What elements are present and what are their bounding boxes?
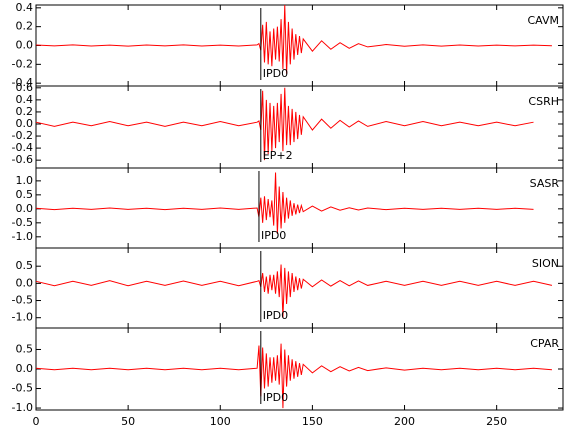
y-tick-label: -1.0: [12, 401, 33, 414]
y-tick-label: 0.5: [16, 188, 34, 201]
x-tick-label: 0: [33, 415, 40, 428]
x-tick-label: 50: [121, 415, 135, 428]
y-tick-label: 0.4: [16, 93, 34, 106]
trace: [35, 172, 534, 235]
trace: [35, 264, 553, 318]
station-name: CSRH: [528, 95, 559, 108]
y-tick-label: 0.6: [16, 81, 34, 94]
trace: [35, 87, 534, 161]
pick-label: IPD0: [263, 391, 288, 404]
y-tick-label: -1.0: [12, 230, 33, 243]
y-tick-label: -0.6: [12, 153, 33, 166]
y-tick-label: -0.2: [12, 129, 33, 142]
pick-label: IPD0: [263, 67, 288, 80]
y-tick-label: 1.0: [16, 174, 34, 187]
y-tick-label: 0.5: [16, 259, 34, 272]
y-tick-label: 0.2: [16, 20, 34, 33]
pick-label: IPD0: [263, 309, 288, 322]
y-tick-label: 0.0: [16, 362, 34, 375]
trace: [35, 343, 552, 409]
y-tick-label: 0.0: [16, 202, 34, 215]
pick-label: IPD0: [261, 229, 286, 242]
y-tick-label: -0.2: [12, 57, 33, 70]
x-tick-label: 150: [302, 415, 323, 428]
panel-frame: [35, 85, 564, 169]
x-tick-label: 250: [486, 415, 507, 428]
station-name: CPAR: [530, 337, 559, 350]
y-tick-label: -0.5: [12, 216, 33, 229]
x-tick-label: 200: [394, 415, 415, 428]
station-name: SION: [532, 257, 559, 270]
y-tick-label: 0.0: [16, 39, 34, 52]
y-tick-label: -0.4: [12, 76, 33, 89]
y-tick-label: 0.2: [16, 105, 34, 118]
y-tick-label: -0.5: [12, 294, 33, 307]
station-name: CAVM: [527, 14, 559, 27]
y-tick-label: -0.4: [12, 141, 33, 154]
trace: [35, 4, 552, 74]
y-tick-label: 0.5: [16, 342, 34, 355]
y-tick-label: 0.0: [16, 276, 34, 289]
y-tick-label: -0.5: [12, 382, 33, 395]
y-tick-label: -1.0: [12, 311, 33, 324]
pick-label: EP+2: [263, 149, 293, 162]
y-tick-label: 0.0: [16, 117, 34, 130]
x-tick-label: 100: [210, 415, 231, 428]
panel-frame: [35, 247, 564, 329]
y-tick-label: 0.4: [16, 1, 34, 14]
station-name: SASR: [530, 177, 560, 190]
